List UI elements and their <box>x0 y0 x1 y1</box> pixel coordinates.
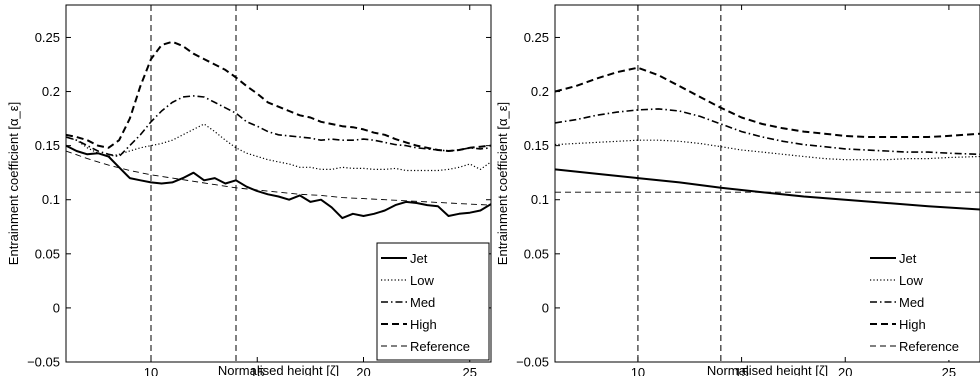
chart-panel-2: −0.05 0 0.05 0.1 0.15 0.2 0.25 10 15 20 25 Normalis… <box>495 4 980 376</box>
y-tick-label: 0.05 <box>524 246 549 261</box>
plot-frame <box>554 4 980 363</box>
y-tick-label: 0.2 <box>42 84 60 99</box>
series-line-jet <box>555 168 980 211</box>
y-tick-label: 0.15 <box>524 138 549 153</box>
legend-label-reference: Reference <box>410 339 470 354</box>
series-line-high <box>555 66 980 138</box>
series-line-reference <box>66 150 491 206</box>
plot-frame <box>65 4 492 363</box>
series-line-high <box>66 40 491 152</box>
y-tick-label: −0.05 <box>27 355 60 370</box>
x-tick-label: 20 <box>356 365 370 376</box>
legend-label-jet: Jet <box>410 251 428 266</box>
x-axis-label: Normalised height [ζ] <box>707 363 828 376</box>
y-axis-label: Entrainment coefficient [α_ε] <box>495 102 510 265</box>
x-tick-label: 25 <box>942 365 956 376</box>
legend-label-high: High <box>899 317 926 332</box>
y-tick-label: 0 <box>53 300 60 315</box>
x-tick-label: 20 <box>838 365 852 376</box>
series-line-med <box>66 95 491 158</box>
x-tick-label: 10 <box>631 365 645 376</box>
x-axis-label: Normalised height [ζ] <box>218 363 339 376</box>
legend-label-med: Med <box>899 295 924 310</box>
legend-label-med: Med <box>410 295 435 310</box>
y-tick-label: 0 <box>542 300 549 315</box>
legend-label-high: High <box>410 317 437 332</box>
y-axis-label: Entrainment coefficient [α_ε] <box>6 102 21 265</box>
series-line-jet <box>66 144 491 220</box>
x-tick-label: 10 <box>144 365 158 376</box>
y-tick-label: 0.1 <box>42 192 60 207</box>
y-tick-label: 0.1 <box>531 192 549 207</box>
series-group <box>66 40 491 220</box>
series-line-low <box>555 139 980 161</box>
legend: Jet Low Med High Reference <box>866 243 978 360</box>
x-tick-label: 25 <box>463 365 477 376</box>
x-tick-label: 15 <box>250 365 264 376</box>
y-tick-label: 0.15 <box>35 138 60 153</box>
legend: Jet Low Med High Reference <box>376 242 490 361</box>
y-tick-label: −0.05 <box>516 355 549 370</box>
legend-label-reference: Reference <box>899 339 959 354</box>
x-tick-label: 15 <box>734 365 748 376</box>
legend-label-low: Low <box>899 273 923 288</box>
y-tick-label: 0.2 <box>531 84 549 99</box>
y-tick-label: 0.25 <box>524 30 549 45</box>
y-tick-label: 0.05 <box>35 246 60 261</box>
chart-panel-1: −0.05 0 0.05 0.1 0.15 0.2 0.25 10 15 20 25 Normalis… <box>6 4 492 376</box>
legend-label-low: Low <box>410 273 434 288</box>
series-line-med <box>555 108 980 156</box>
y-tick-label: 0.25 <box>35 30 60 45</box>
series-group <box>555 66 980 211</box>
legend-label-jet: Jet <box>899 251 917 266</box>
